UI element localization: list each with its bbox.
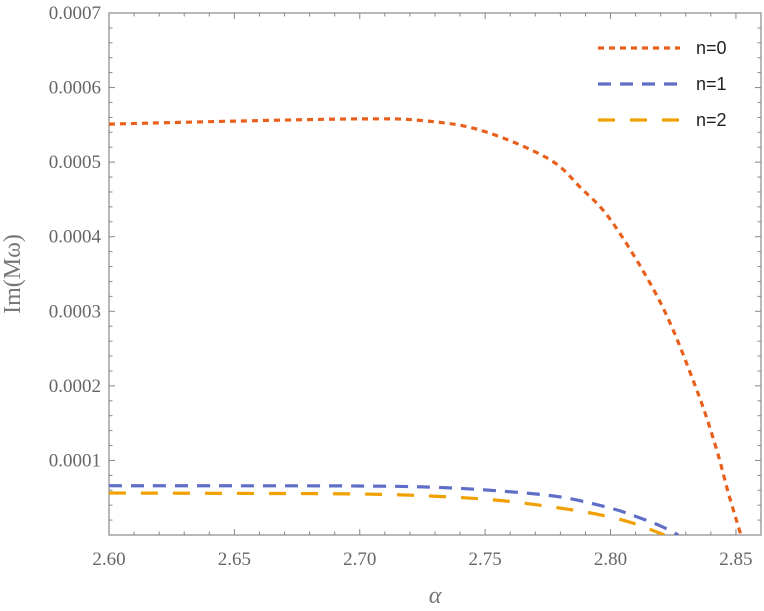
legend-item: n=0: [598, 38, 727, 58]
y-tick-label: 0.0002: [49, 376, 101, 397]
x-tick-label: 2.85: [719, 549, 752, 570]
axis-ticks: [108, 12, 762, 536]
y-tick-label: 0.0007: [49, 3, 101, 24]
y-tick-label: 0.0006: [49, 78, 101, 99]
y-tick-label: 0.0001: [49, 450, 101, 471]
series-line-n1: [109, 484, 679, 535]
x-tick-labels: 2.60 2.65 2.70 2.75 2.80 2.85: [92, 549, 752, 570]
x-tick-label: 2.75: [469, 549, 502, 570]
y-tick-label: 0.0003: [49, 301, 101, 322]
legend-item: n=1: [598, 74, 727, 94]
x-axis-title: α: [429, 583, 442, 609]
legend: n=0 n=1 n=2: [598, 38, 727, 130]
series-line-n2: [109, 491, 666, 535]
y-tick-labels: 0.0001 0.0002 0.0003 0.0004 0.0005 0.0006 0.00…: [49, 3, 102, 471]
plot-frame: [108, 12, 762, 536]
legend-label: n=2: [696, 110, 727, 130]
x-tick-label: 2.60: [92, 549, 125, 570]
x-tick-label: 2.65: [218, 549, 251, 570]
series-line-n0: [109, 117, 743, 535]
y-tick-label: 0.0005: [49, 152, 101, 173]
y-tick-label: 0.0004: [49, 227, 102, 248]
y-axis-title: Im(Mω): [0, 234, 26, 314]
plot-lines: [109, 117, 743, 535]
x-tick-label: 2.80: [594, 549, 627, 570]
legend-label: n=1: [696, 74, 727, 94]
x-tick-label: 2.70: [343, 549, 376, 570]
legend-label: n=0: [696, 38, 727, 58]
legend-item: n=2: [598, 110, 727, 130]
